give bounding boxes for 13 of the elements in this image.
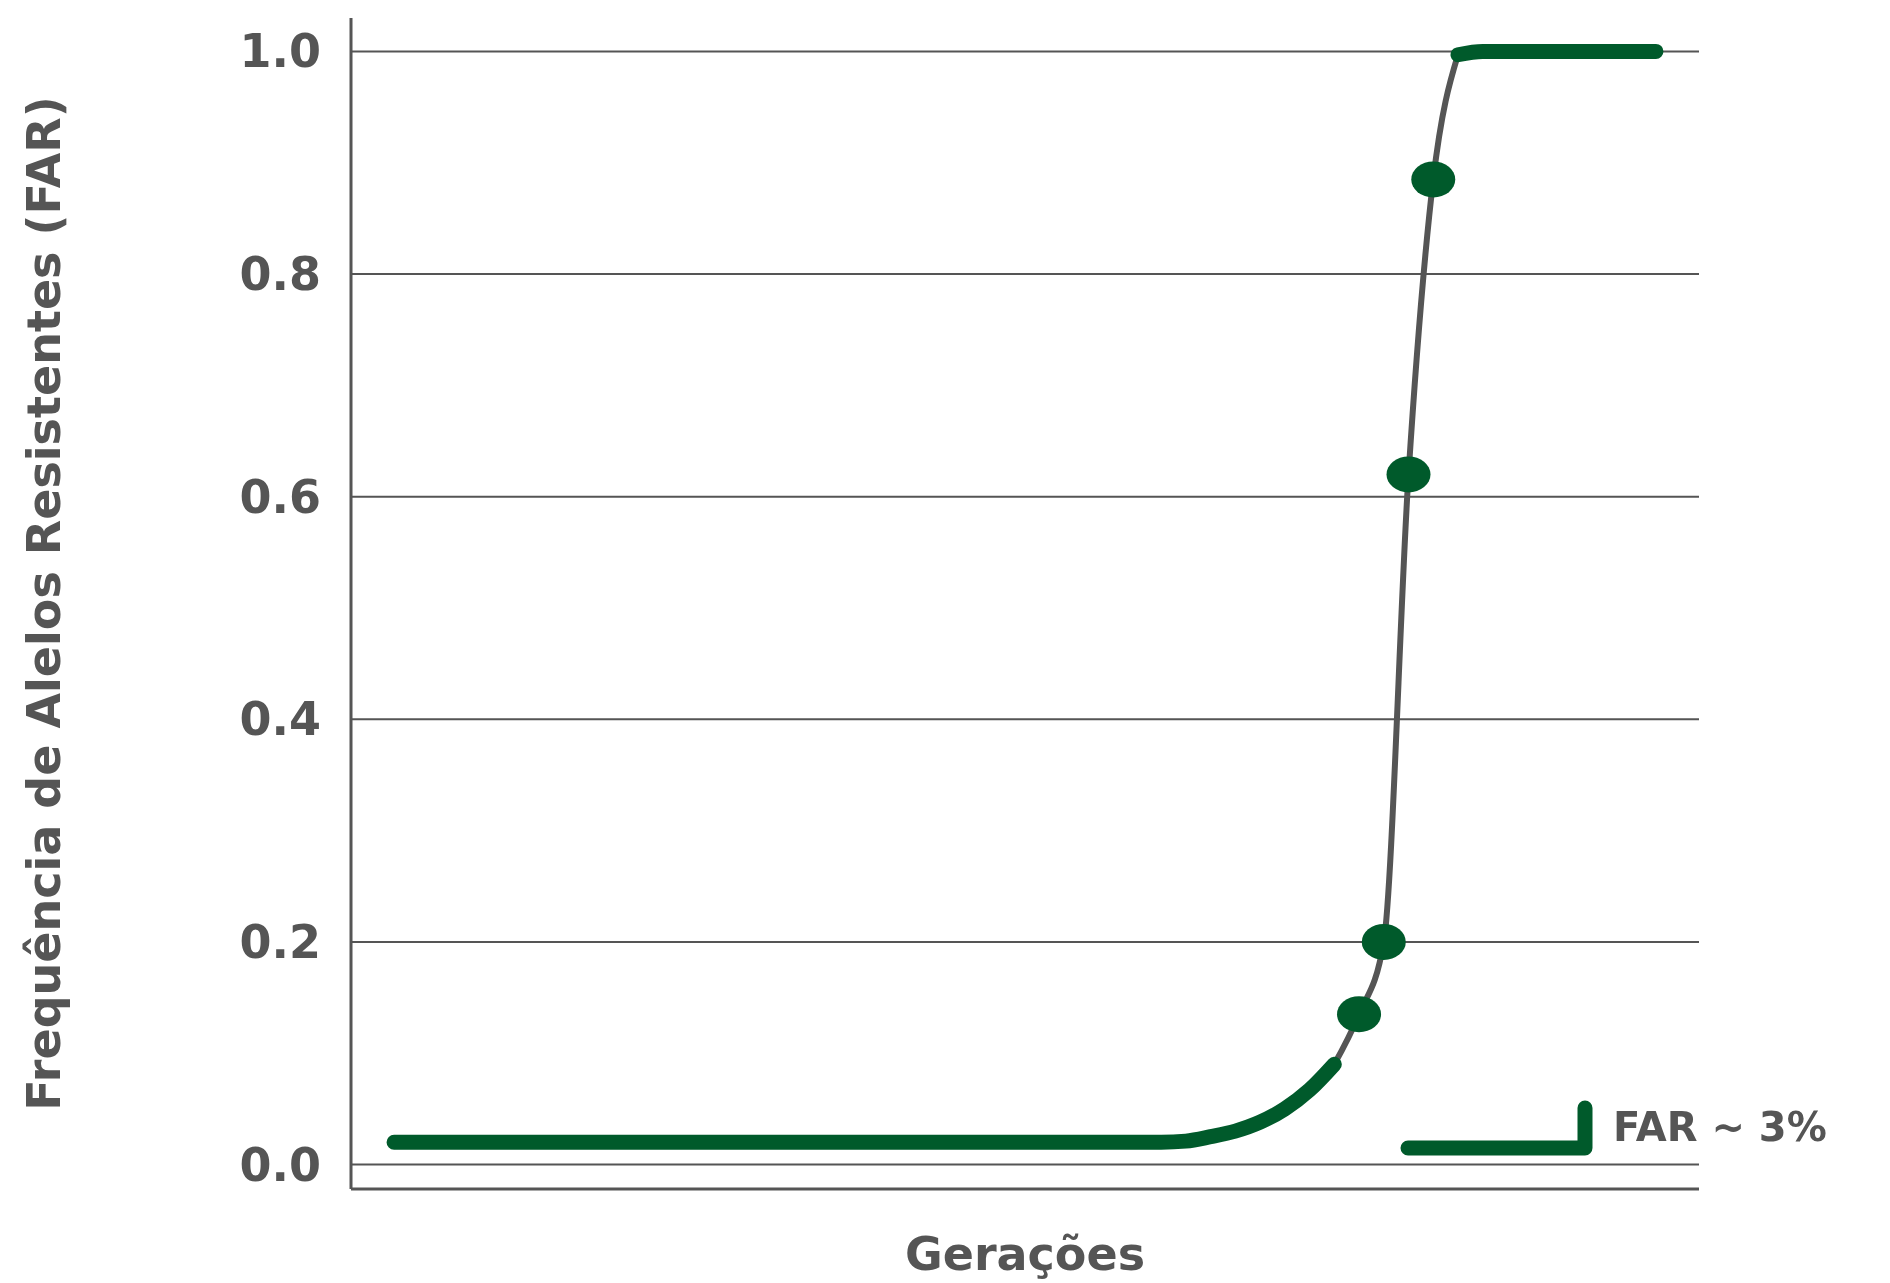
point: [1361, 923, 1406, 960]
point: [1337, 996, 1382, 1033]
y-tick-label: 0.2: [239, 914, 321, 969]
y-tick-label: 0.6: [239, 469, 321, 524]
point: [1386, 456, 1431, 493]
y-tick-label: 1.0: [239, 24, 321, 79]
legend-label: FAR ~ 3%: [1613, 1104, 1827, 1150]
point: [1411, 161, 1456, 198]
y-axis-title: Frequência de Alelos Resistentes (FAR): [17, 96, 71, 1111]
y-tick-label: 0.8: [239, 247, 321, 302]
x-axis-title: Gerações: [904, 1227, 1146, 1281]
y-tick-label: 0.0: [239, 1137, 321, 1192]
y-tick-label: 0.4: [239, 692, 321, 747]
